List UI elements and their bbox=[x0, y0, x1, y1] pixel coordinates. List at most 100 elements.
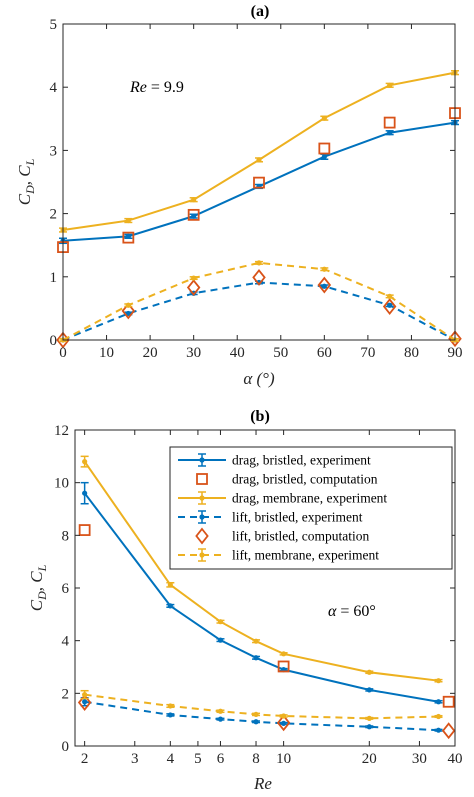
a-drag_bristled_exp-point bbox=[387, 130, 393, 136]
b-lift_bristled_exp-point bbox=[167, 712, 173, 718]
b-lift_membrane_exp-point bbox=[435, 713, 442, 720]
panel-b-annotation: α = 60° bbox=[328, 603, 376, 620]
a-ytick-label: 1 bbox=[50, 270, 58, 286]
a-drag_bristled_comp-point bbox=[318, 142, 331, 155]
panel-b-ylabel: CD, CL bbox=[27, 564, 49, 611]
b-drag_membrane_exp-point bbox=[281, 651, 287, 657]
a-lift_bristled_exp-point bbox=[125, 310, 131, 317]
legend-entry-label: drag, bristled, computation bbox=[232, 472, 378, 487]
b-xtick-label: 6 bbox=[217, 751, 225, 767]
b-ytick-label: 2 bbox=[62, 686, 70, 702]
b-xtick-label: 8 bbox=[252, 751, 260, 767]
a-lift_bristled_comp-point bbox=[252, 268, 266, 286]
panel-a-ylabel: CD, CL bbox=[15, 158, 37, 205]
a-drag_membrane_exp-line bbox=[62, 71, 456, 232]
legend-entry-label: lift, bristled, experiment bbox=[232, 510, 363, 525]
b-lift_membrane_exp-line bbox=[84, 693, 439, 720]
a-lift_bristled_comp-point bbox=[382, 298, 397, 315]
panel-a-xlabel: α (°) bbox=[243, 369, 275, 388]
a-drag_bristled_exp-point bbox=[191, 213, 197, 219]
a-ytick-label: 3 bbox=[50, 143, 58, 159]
legend-marker-sample bbox=[199, 514, 205, 520]
a-drag_membrane_exp-point bbox=[387, 82, 393, 88]
a-drag_bristled_comp-point bbox=[122, 231, 135, 244]
a-drag_membrane_exp-point bbox=[256, 157, 262, 163]
a-xtick-label: 60 bbox=[317, 345, 332, 361]
b-drag_bristled_exp-point bbox=[82, 490, 88, 496]
a-drag_membrane_exp-point bbox=[191, 197, 197, 203]
panel-a-marks bbox=[56, 70, 462, 349]
b-lift_membrane_exp-point bbox=[253, 711, 259, 718]
a-lift_bristled_exp-point bbox=[387, 302, 393, 308]
b-xtick-label: 5 bbox=[194, 751, 202, 767]
a-xtick-label: 10 bbox=[99, 345, 114, 361]
b-drag_bristled_comp-point bbox=[78, 524, 91, 536]
a-lift_membrane_exp-line bbox=[62, 261, 456, 341]
a-xtick-label: 20 bbox=[143, 345, 158, 361]
a-xtick-label: 70 bbox=[360, 345, 375, 361]
b-lift_membrane_exp-point bbox=[366, 715, 372, 721]
a-lift_membrane_exp-point bbox=[387, 293, 393, 299]
a-lift_bristled_exp-point bbox=[321, 283, 327, 289]
legend-entry-label: lift, bristled, computation bbox=[232, 529, 369, 544]
a-ytick-label: 0 bbox=[50, 333, 58, 349]
panel-a-axes-box bbox=[62, 23, 456, 341]
b-xtick-label: 4 bbox=[167, 751, 175, 767]
a-lift_bristled_comp-point bbox=[121, 302, 136, 320]
b-lift_bristled_exp-point bbox=[217, 716, 224, 722]
b-lift_bristled_exp-line bbox=[84, 700, 439, 732]
b-lift_bristled_exp-point bbox=[435, 727, 442, 733]
panel-b-label: (b) bbox=[250, 408, 270, 425]
b-drag_bristled_exp-point bbox=[217, 637, 224, 643]
a-ytick-label: 2 bbox=[50, 207, 58, 223]
b-xtick-label: 10 bbox=[276, 751, 291, 767]
b-lift_membrane_exp-point bbox=[167, 703, 173, 709]
a-drag_membrane_exp-point bbox=[125, 217, 131, 224]
b-drag_bristled_exp-point bbox=[167, 603, 173, 609]
b-ytick-label: 4 bbox=[62, 634, 70, 650]
a-drag_bristled_exp-line bbox=[62, 121, 456, 242]
legend-marker-sample bbox=[199, 457, 205, 463]
b-drag_bristled_exp-point bbox=[366, 687, 372, 693]
a-xtick-label: 50 bbox=[273, 345, 288, 361]
b-lift_bristled_exp-point bbox=[366, 724, 372, 730]
b-lift_bristled_exp-point bbox=[82, 699, 88, 705]
b-drag_membrane_exp-point bbox=[253, 638, 259, 644]
a-lift_bristled_comp-point bbox=[317, 276, 332, 294]
a-drag_bristled_comp-point bbox=[187, 208, 200, 221]
b-lift_bristled_exp-point bbox=[253, 719, 259, 725]
b-lift_bristled_comp-point bbox=[276, 714, 291, 732]
legend-marker-sample bbox=[195, 527, 209, 545]
panel-b-legend: drag, bristled, experiment drag, bristled… bbox=[169, 446, 453, 570]
legend-marker-sample bbox=[199, 552, 205, 558]
b-drag_bristled_comp-point bbox=[442, 695, 455, 708]
b-ytick-label: 0 bbox=[62, 739, 70, 755]
panel-a-annotation: Re = 9.9 bbox=[129, 79, 184, 96]
b-xtick-label: 30 bbox=[412, 751, 427, 767]
b-xtick-label: 2 bbox=[81, 751, 89, 767]
a-xtick-label: 80 bbox=[404, 345, 419, 361]
b-drag_membrane_exp-point bbox=[217, 619, 224, 625]
b-drag_bristled_exp-point bbox=[435, 699, 442, 705]
legend-entry-label: drag, bristled, experiment bbox=[232, 453, 371, 468]
b-lift_membrane_exp-point bbox=[82, 692, 88, 698]
b-lift_bristled_comp-point bbox=[77, 694, 92, 711]
a-drag_bristled_exp-point bbox=[321, 154, 327, 160]
a-lift_membrane_exp-point bbox=[191, 275, 197, 281]
a-lift_bristled_exp-line bbox=[62, 281, 456, 341]
b-drag_membrane_exp-point bbox=[82, 459, 88, 465]
a-drag_bristled_comp-point bbox=[253, 176, 265, 189]
b-lift_bristled_comp-point bbox=[441, 722, 456, 740]
b-lift_membrane_exp-point bbox=[217, 708, 224, 714]
a-xtick-label: 0 bbox=[59, 345, 67, 361]
panel-a-chart: (a) 0 10 20 30 40 50 60 70 80 90 0 1 2 3 4 5 Re = 9.9 α… bbox=[15, 3, 463, 388]
a-lift_membrane_exp-point bbox=[256, 260, 262, 266]
legend-marker-sample bbox=[199, 495, 205, 501]
b-ytick-label: 10 bbox=[54, 476, 69, 492]
panel-a-ticks: 0 10 20 30 40 50 60 70 80 90 0 1 2 3 4 5 bbox=[50, 17, 463, 361]
a-lift_bristled_comp-point bbox=[186, 279, 201, 296]
a-drag_membrane_exp-point bbox=[321, 115, 327, 121]
